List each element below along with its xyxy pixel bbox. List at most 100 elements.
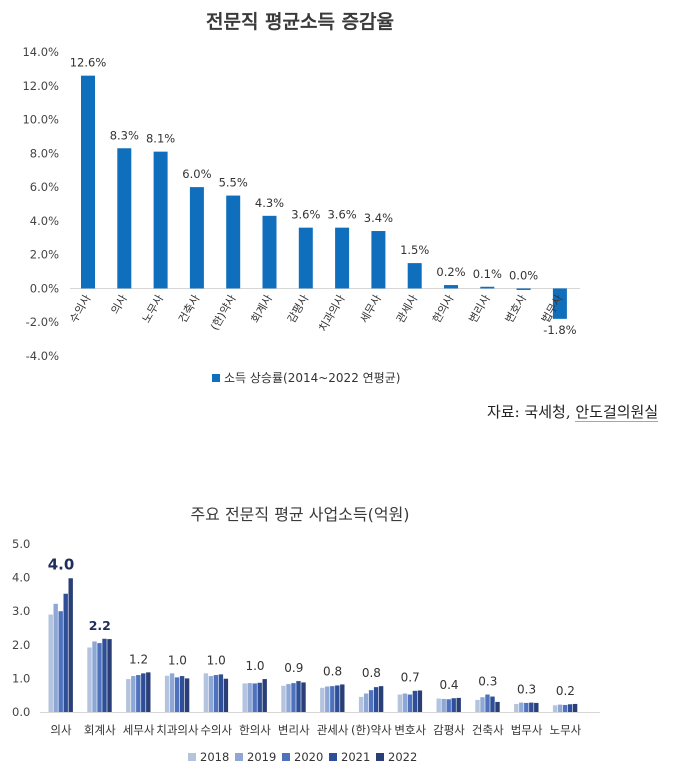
y-tick-label: 0.0% xyxy=(30,281,59,295)
bar xyxy=(189,187,204,289)
y-tick-label: 3.0 xyxy=(12,604,30,618)
bar xyxy=(335,227,350,289)
category-label: 수의사 xyxy=(67,292,93,325)
legend-swatch xyxy=(376,753,384,761)
category-label: 변호사 xyxy=(503,292,529,325)
y-tick-label: -2.0% xyxy=(26,315,59,329)
data-label: 6.0% xyxy=(182,167,211,181)
data-label: 0.8 xyxy=(323,664,342,678)
legend-swatch xyxy=(235,753,243,761)
category-label: (한)약사 xyxy=(207,292,239,333)
bar xyxy=(262,215,277,289)
bar xyxy=(325,686,330,712)
legend-label: 2021 xyxy=(341,750,370,764)
bar xyxy=(48,614,53,712)
y-tick-label: 4.0 xyxy=(12,571,30,585)
data-label: 0.4 xyxy=(439,678,458,692)
bar xyxy=(281,685,286,712)
bar xyxy=(97,643,102,712)
bar xyxy=(480,286,495,289)
bar xyxy=(126,679,131,712)
category-label: (한)약사 xyxy=(351,723,392,737)
category-label: 노무사 xyxy=(140,292,166,325)
bar xyxy=(444,285,458,289)
bar xyxy=(572,703,578,712)
y-tick-label: 12.0% xyxy=(22,79,59,93)
bar xyxy=(141,673,146,712)
bar xyxy=(208,676,214,712)
legend-swatch xyxy=(188,753,196,761)
bar xyxy=(567,704,573,712)
bar xyxy=(407,263,422,289)
income-growth-chart: 전문직 평균소득 증감율 14.0% 12.0% 10.0% 8.0% 6.0% 4.0% 2… xyxy=(22,11,580,385)
data-label: 0.0% xyxy=(509,268,538,282)
legend-label: 소득 상승률(2014~2022 연평균) xyxy=(224,371,400,385)
legend-swatch xyxy=(282,753,290,761)
bar xyxy=(252,683,257,712)
category-label: 관세사 xyxy=(394,292,420,325)
bar xyxy=(373,687,379,712)
y-tick-label: 8.0% xyxy=(30,146,59,160)
data-label: 1.5% xyxy=(400,243,429,257)
bar xyxy=(63,593,68,712)
bar xyxy=(117,148,132,289)
bar xyxy=(397,694,403,712)
bar xyxy=(456,697,461,712)
bar xyxy=(136,675,141,712)
source-underlined: 안도걸의원실 xyxy=(575,403,659,422)
legend-label: 2019 xyxy=(247,750,276,764)
chart-title: 주요 전문직 평균 사업소득(억원) xyxy=(190,505,409,524)
bar xyxy=(164,675,170,712)
bar xyxy=(490,696,495,712)
bar xyxy=(286,684,291,712)
data-label: 8.1% xyxy=(146,132,175,146)
data-label: 8.3% xyxy=(110,128,139,142)
data-label: 2.2 xyxy=(89,618,111,633)
data-label: 0.7 xyxy=(401,670,420,684)
y-tick-label: 6.0% xyxy=(30,180,59,194)
category-label: 감평사 xyxy=(285,292,311,325)
category-label: 수의사 xyxy=(200,723,232,737)
legend-label: 2022 xyxy=(388,750,417,764)
bar xyxy=(223,678,229,712)
y-tick-label: 14.0% xyxy=(22,45,59,59)
y-tick-label: 5.0 xyxy=(12,537,30,551)
bar xyxy=(363,693,369,712)
category-label: 변리사 xyxy=(278,723,310,737)
category-label: 한의사 xyxy=(430,292,456,325)
bar xyxy=(529,702,534,712)
bar xyxy=(402,693,408,712)
bar xyxy=(174,677,180,712)
source-prefix: 자료: 국세청, xyxy=(487,403,576,421)
bar xyxy=(552,705,558,712)
bar xyxy=(226,195,241,289)
data-label: -1.8% xyxy=(543,323,576,337)
data-label: 0.1% xyxy=(473,267,502,281)
data-label: 4.0 xyxy=(48,555,75,573)
bar xyxy=(524,702,529,712)
legend-label: 2018 xyxy=(200,750,229,764)
bar xyxy=(203,673,209,712)
category-label: 건축사 xyxy=(472,723,504,737)
category-label: 법무사 xyxy=(511,723,543,737)
data-label: 1.0 xyxy=(207,653,226,667)
bar xyxy=(407,694,413,712)
category-label: 관세사 xyxy=(317,723,349,737)
business-income-chart: 주요 전문직 평균 사업소득(억원) 5.0 4.0 3.0 2.0 1.0 0.0 4.0 의… xyxy=(12,505,600,764)
bar xyxy=(92,641,97,712)
data-label: 0.2% xyxy=(436,265,465,279)
category-label: 감평사 xyxy=(433,723,465,737)
bar xyxy=(301,682,306,712)
data-label: 1.2 xyxy=(129,652,148,666)
bar xyxy=(516,288,531,290)
bar xyxy=(107,639,112,712)
bar xyxy=(296,681,301,712)
legend-label: 2020 xyxy=(294,750,323,764)
bar xyxy=(247,683,252,712)
data-label: 0.2 xyxy=(556,684,575,698)
bar xyxy=(446,699,451,712)
category-label: 치과의사 xyxy=(316,292,348,334)
bar xyxy=(371,231,386,289)
data-label: 1.0 xyxy=(168,653,187,667)
bar xyxy=(169,673,175,712)
